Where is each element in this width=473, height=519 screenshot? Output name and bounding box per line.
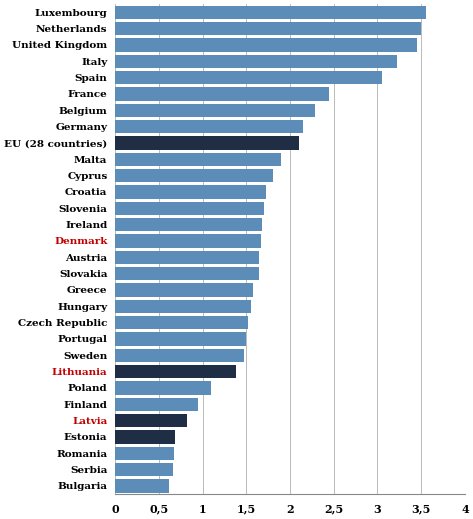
Bar	[115, 283, 253, 297]
Bar	[115, 463, 173, 476]
Bar	[115, 87, 329, 101]
Bar	[115, 251, 259, 264]
Bar	[115, 185, 265, 199]
Bar	[115, 365, 236, 378]
Bar	[115, 54, 397, 68]
Bar	[115, 120, 303, 133]
Bar	[115, 136, 299, 149]
Bar	[115, 332, 246, 346]
Bar	[115, 398, 198, 411]
Bar	[115, 71, 382, 85]
Bar	[115, 104, 315, 117]
Bar	[115, 22, 421, 35]
Bar	[115, 381, 211, 394]
Bar	[115, 201, 264, 215]
Bar	[115, 234, 261, 248]
Bar	[115, 267, 259, 280]
Bar	[115, 414, 187, 427]
Bar	[115, 316, 248, 330]
Bar	[115, 299, 251, 313]
Bar	[115, 349, 244, 362]
Bar	[115, 430, 175, 444]
Bar	[115, 38, 417, 52]
Bar	[115, 446, 174, 460]
Bar	[115, 479, 169, 493]
Bar	[115, 218, 262, 231]
Bar	[115, 6, 426, 19]
Bar	[115, 169, 272, 182]
Bar	[115, 153, 281, 166]
